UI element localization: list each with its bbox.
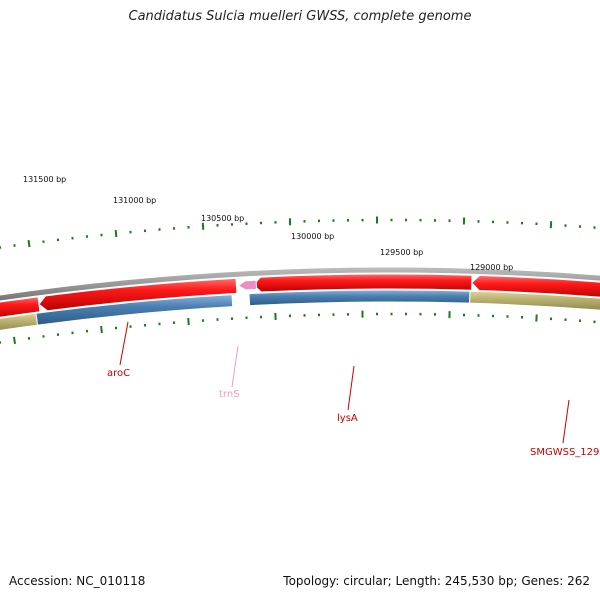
outer-tick-ring: [0, 216, 596, 249]
genome-title: Candidatus Sulcia muelleri GWSS, complet…: [128, 9, 472, 24]
gene-block: [469, 290, 600, 311]
tick-label: 131500 bp: [23, 175, 66, 184]
cds-arrow: [252, 273, 473, 293]
accession-text: Accession: NC_010118: [9, 574, 146, 588]
trna-feature: [237, 279, 258, 291]
tick-label: 129000 bp: [470, 263, 513, 272]
cds-arrow: [471, 274, 600, 298]
gene-leader-line: [347, 365, 355, 411]
outer-tick: [114, 229, 118, 238]
genome-summary-text: Topology: circular; Length: 245,530 bp; …: [283, 574, 590, 588]
cds-arrow: [0, 296, 41, 318]
gene-block: [35, 294, 234, 326]
gene-label-lysA[interactable]: lysA: [337, 413, 358, 424]
backbone-line: [0, 267, 600, 301]
tick-label: 129500 bp: [380, 248, 423, 257]
cds-arrow: [38, 277, 238, 312]
gene-block: [248, 289, 471, 307]
inner-tick: [13, 336, 16, 344]
gene-label-trnS[interactable]: trnS: [219, 389, 240, 400]
inner-tick: [100, 325, 103, 334]
inner-tick-ring: [0, 310, 596, 344]
feature-track: [0, 273, 600, 331]
gene-leader-line: [562, 399, 570, 444]
tick-label: 130000 bp: [291, 232, 334, 241]
tick-label: 130500 bp: [201, 214, 244, 223]
gene-label-SMGWSS_129[interactable]: SMGWSS_129: [530, 447, 599, 458]
inner-tick: [187, 318, 190, 326]
outer-tick: [27, 239, 31, 248]
genome-backbone: [0, 267, 600, 301]
gene-leader-line: [231, 345, 239, 388]
gene-label-aroC[interactable]: aroC: [107, 368, 130, 379]
gene-leader-line: [119, 321, 129, 366]
tick-label: 131000 bp: [113, 196, 156, 205]
